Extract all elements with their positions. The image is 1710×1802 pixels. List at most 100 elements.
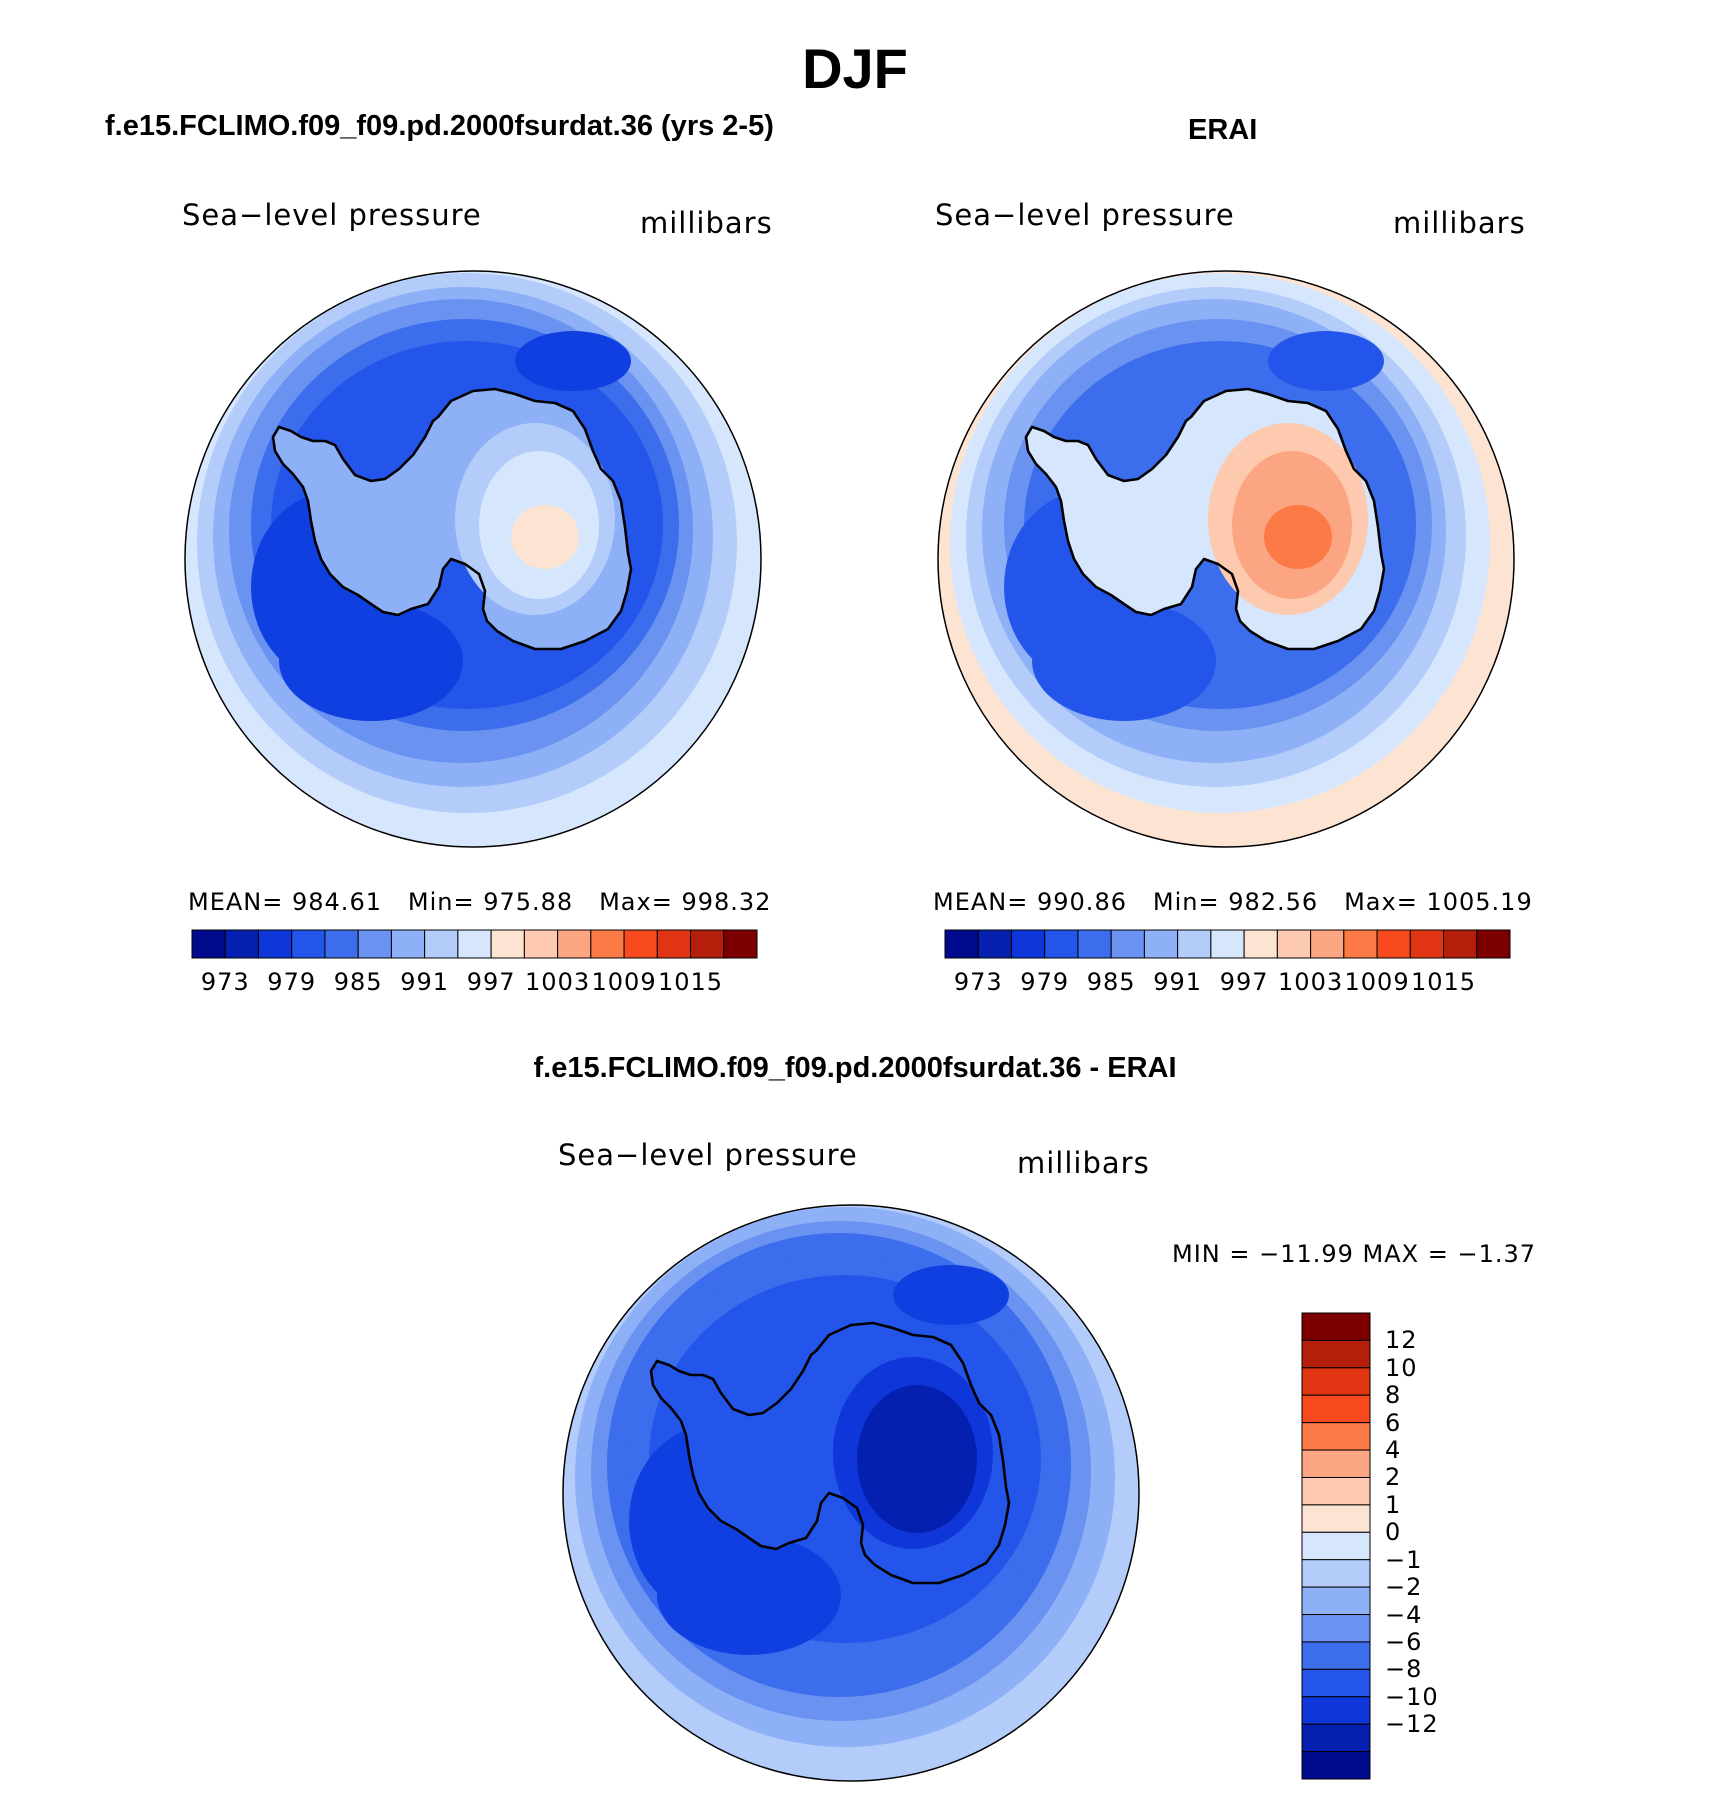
colorbar-box bbox=[1301, 1559, 1371, 1588]
diff-units-label: millibars bbox=[1017, 1146, 1150, 1180]
colorbar-tick-label: 2 bbox=[1385, 1463, 1402, 1492]
colorbar-box bbox=[944, 929, 979, 959]
colorbar-box bbox=[523, 929, 559, 959]
panel-1-min-value: 975.88 bbox=[483, 888, 574, 916]
colorbar-tick-label: 985 bbox=[1086, 968, 1136, 996]
colorbar-tick-label: 4 bbox=[1385, 1436, 1402, 1465]
colorbar-box bbox=[191, 929, 226, 959]
continent-extreme bbox=[889, 1439, 957, 1503]
colorbar-box bbox=[291, 929, 326, 959]
low-center-north bbox=[893, 1265, 1009, 1325]
panel-1-min-label: Min= bbox=[407, 888, 475, 916]
panel-2-variable-label: Sea−level pressure bbox=[935, 198, 1235, 232]
low-center-south bbox=[279, 601, 463, 721]
panel-1-units-label: millibars bbox=[640, 206, 773, 240]
panel-1-case-title: f.e15.FCLIMO.f09_f09.pd.2000fsurdat.36 (… bbox=[105, 110, 774, 142]
colorbar-box bbox=[490, 929, 525, 959]
panel-2-min-label: Min= bbox=[1152, 888, 1220, 916]
colorbar-box bbox=[1310, 929, 1345, 959]
colorbar-box bbox=[1210, 929, 1245, 959]
colorbar-box bbox=[656, 929, 692, 959]
antarctic-coastline bbox=[649, 1321, 1011, 1585]
map-field bbox=[563, 1205, 1139, 1781]
panel-1-max-label: Max= bbox=[599, 888, 673, 916]
colorbar-box bbox=[1301, 1614, 1371, 1643]
diff-title: f.e15.FCLIMO.f09_f09.pd.2000fsurdat.36 -… bbox=[533, 1052, 1177, 1084]
panel-2-max-label: Max= bbox=[1344, 888, 1418, 916]
panel-1-variable-label: Sea−level pressure bbox=[182, 198, 482, 232]
colorbar-box bbox=[257, 929, 293, 959]
colorbar-box bbox=[1010, 929, 1046, 959]
colorbar-box bbox=[357, 929, 392, 959]
colorbar-box bbox=[1243, 929, 1278, 959]
colorbar-tick-label: 973 bbox=[200, 968, 250, 996]
colorbar-tick-label: −8 bbox=[1385, 1655, 1423, 1684]
colorbar-box bbox=[1301, 1586, 1371, 1616]
colorbar-box bbox=[1301, 1367, 1371, 1396]
panel-2-colorbar bbox=[944, 929, 1511, 959]
panel-1-mean-value: 984.61 bbox=[292, 888, 382, 916]
colorbar-box bbox=[977, 929, 1012, 959]
colorbar-tick-label: −1 bbox=[1385, 1545, 1423, 1574]
colorbar-box bbox=[1476, 929, 1511, 959]
colorbar-box bbox=[590, 929, 625, 959]
panel-2-mean-label: MEAN= bbox=[933, 888, 1029, 916]
colorbar-box bbox=[1143, 929, 1179, 959]
colorbar-tick-label: 985 bbox=[333, 968, 383, 996]
colorbar-box bbox=[1443, 929, 1478, 959]
colorbar-box bbox=[224, 929, 259, 959]
colorbar-box bbox=[1409, 929, 1445, 959]
colorbar-tick-label: 6 bbox=[1385, 1408, 1402, 1437]
colorbar-tick-label: 1009 bbox=[591, 968, 657, 996]
continent-extreme bbox=[1264, 505, 1332, 569]
colorbar-tick-label: −12 bbox=[1385, 1710, 1439, 1739]
diff-colorbar-ticks: 12 10 8 6 4 2 1 0 −1 −2 −4 −6 −8 −10 −12 bbox=[1385, 1313, 1505, 1779]
map-boundary bbox=[184, 270, 762, 848]
colorbar-box bbox=[1177, 929, 1212, 959]
colorbar-tick-label: 997 bbox=[1219, 968, 1269, 996]
colorbar-box bbox=[1301, 1312, 1371, 1341]
panel-1-stats: MEAN= 984.61 Min= 975.88 Max= 998.32 bbox=[188, 888, 771, 916]
panel-1-max-value: 998.32 bbox=[681, 888, 772, 916]
colorbar-tick-label: 1 bbox=[1385, 1490, 1402, 1519]
colorbar-box bbox=[1301, 1504, 1371, 1533]
low-center-north bbox=[1268, 331, 1384, 391]
colorbar-box bbox=[390, 929, 426, 959]
colorbar-tick-label: 997 bbox=[466, 968, 516, 996]
map-boundary bbox=[937, 270, 1515, 848]
colorbar-box bbox=[623, 929, 658, 959]
diff-variable-label: Sea−level pressure bbox=[558, 1138, 858, 1172]
colorbar-tick-label: 1015 bbox=[657, 968, 724, 996]
colorbar-box bbox=[1376, 929, 1411, 959]
colorbar-box bbox=[1301, 1531, 1371, 1561]
colorbar-box bbox=[557, 929, 592, 959]
panel-2-min-value: 982.56 bbox=[1228, 888, 1319, 916]
diff-colorbar bbox=[1301, 1312, 1371, 1780]
panel-1-colorbar-ticks: 973 979 985 991 997 1003 1009 1015 bbox=[192, 968, 757, 998]
panel-2-stats: MEAN= 990.86 Min= 982.56 Max= 1005.19 bbox=[933, 888, 1533, 916]
low-center-north bbox=[515, 331, 631, 391]
colorbar-tick-label: 0 bbox=[1385, 1518, 1402, 1547]
colorbar-box bbox=[1110, 929, 1145, 959]
panel-1-colorbar bbox=[191, 929, 758, 959]
colorbar-box bbox=[1301, 1339, 1371, 1369]
colorbar-box bbox=[1301, 1723, 1371, 1753]
colorbar-tick-label: 979 bbox=[267, 968, 317, 996]
colorbar-box bbox=[1343, 929, 1378, 959]
map-field bbox=[185, 271, 761, 847]
colorbar-box bbox=[457, 929, 492, 959]
colorbar-tick-label: −4 bbox=[1385, 1600, 1423, 1629]
colorbar-box bbox=[1077, 929, 1112, 959]
diff-minmax: MIN = −11.99 MAX = −1.37 bbox=[1172, 1240, 1537, 1268]
colorbar-box bbox=[723, 929, 758, 959]
colorbar-box bbox=[1301, 1751, 1371, 1780]
panel-1-mean-label: MEAN= bbox=[188, 888, 284, 916]
colorbar-box bbox=[1044, 929, 1079, 959]
panel-2-units-label: millibars bbox=[1393, 206, 1526, 240]
colorbar-tick-label: 8 bbox=[1385, 1381, 1402, 1410]
panel-2-polar-map bbox=[937, 270, 1515, 848]
colorbar-box bbox=[1301, 1641, 1371, 1670]
colorbar-box bbox=[1301, 1449, 1371, 1478]
panel-2-colorbar-ticks: 973 979 985 991 997 1003 1009 1015 bbox=[945, 968, 1510, 998]
panel-2-case-title: ERAI bbox=[1188, 114, 1258, 146]
